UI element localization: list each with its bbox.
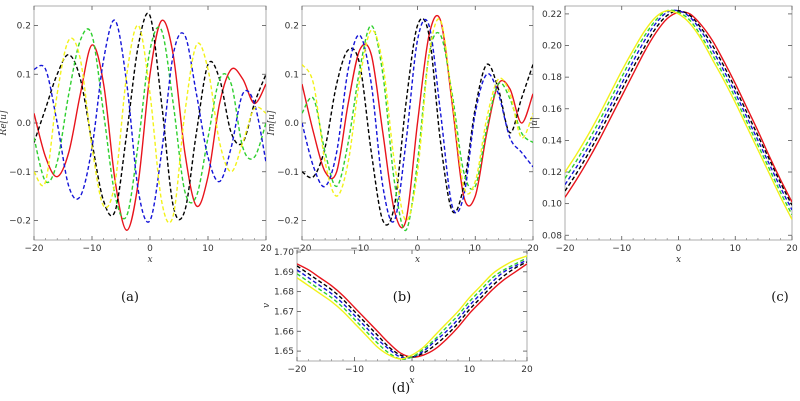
series-line-black xyxy=(565,10,792,206)
y-tick-label: 1.65 xyxy=(274,347,294,357)
series-line-yellow xyxy=(297,255,527,360)
y-axis-label: Im[u] xyxy=(267,110,277,136)
x-tick-label: −20 xyxy=(288,365,307,375)
x-tick-label: 10 xyxy=(470,244,482,254)
y-tick-label: 0.10 xyxy=(542,200,562,210)
y-tick-label: 0.1 xyxy=(17,70,31,80)
series-line-blue xyxy=(34,19,266,223)
chart-panel-d: −20 −10 0 10 20 1.65 1.66 1.67 1.68 1.69 1.70 x v (d) xyxy=(262,248,533,396)
series-line-green xyxy=(302,24,533,231)
y-tick-label: 0.22 xyxy=(542,10,562,20)
y-tick-label: 0.12 xyxy=(542,168,562,178)
panel-caption: (c) xyxy=(771,290,788,305)
x-axis-label: x xyxy=(415,255,420,265)
series-line-yellow xyxy=(34,24,266,224)
series-line-black xyxy=(34,12,266,221)
series-line-black xyxy=(302,17,533,226)
y-tick-label: −0.2 xyxy=(9,217,31,227)
x-tick-label: 20 xyxy=(260,244,272,254)
y-tick-label: 0.14 xyxy=(542,136,562,146)
y-tick-label: 0.0 xyxy=(17,119,32,129)
x-tick-label: 0 xyxy=(409,365,415,375)
panel-caption: (d) xyxy=(392,381,410,396)
chart-panel-c: −20 −10 0 10 200.080.100.120.140.160.180.200… xyxy=(530,5,798,305)
panel-caption: (b) xyxy=(393,290,411,305)
series-line-blue xyxy=(565,9,792,211)
panel-caption: (a) xyxy=(121,290,139,305)
series-line-blue xyxy=(297,259,527,359)
x-tick-label: −20 xyxy=(293,244,312,254)
plot-frame xyxy=(296,249,528,362)
x-tick-label: −20 xyxy=(556,244,575,254)
y-tick-label: 0.1 xyxy=(285,70,299,80)
y-axis-label: v xyxy=(262,303,272,308)
series-line-green xyxy=(297,257,527,360)
x-tick-label: −10 xyxy=(350,244,369,254)
y-tick-label: 1.69 xyxy=(274,268,294,278)
y-tick-label: 0.2 xyxy=(285,22,299,32)
x-axis-label: x xyxy=(409,376,414,386)
y-tick-label: 1.66 xyxy=(274,327,294,337)
y-axis-label: Re[u] xyxy=(0,110,9,136)
series-line-red xyxy=(565,11,792,203)
y-tick-label: 1.70 xyxy=(274,248,294,258)
y-tick-label: −0.1 xyxy=(277,168,299,178)
y-axis-label: |u| xyxy=(530,117,540,129)
x-tick-label: −10 xyxy=(345,365,364,375)
series-line-red xyxy=(34,19,266,231)
y-tick-label: 0.20 xyxy=(542,42,562,52)
x-axis-label: x xyxy=(676,255,681,265)
x-tick-label: 20 xyxy=(527,244,539,254)
y-tick-label: −0.2 xyxy=(277,217,299,227)
y-tick-label: 1.67 xyxy=(274,307,294,317)
y-tick-label: 1.68 xyxy=(274,288,294,298)
chart-panel-b: −20 −10 0 10 20 −0.2 −0.1 0.0 0.1 0.2 x Im[u] (b) xyxy=(267,5,539,305)
series-line-yellow xyxy=(565,9,792,220)
x-tick-label: 0 xyxy=(147,244,153,254)
y-tick-label: 0.2 xyxy=(17,22,31,32)
series-line-green xyxy=(565,9,792,216)
x-axis-label: x xyxy=(147,255,152,265)
x-tick-label: −10 xyxy=(83,244,102,254)
x-tick-label: 10 xyxy=(464,365,476,375)
chart-panel-a: −20 −10 0 10 20 −0.2 −0.1 0.0 0.1 0.2 x Re[u] (a) xyxy=(0,5,272,305)
y-tick-label: 0.08 xyxy=(542,231,562,241)
y-tick-label: −0.1 xyxy=(9,168,31,178)
x-tick-label: 10 xyxy=(730,244,742,254)
series-line-green xyxy=(34,26,266,220)
series-line-black xyxy=(297,261,527,358)
series-line-blue xyxy=(302,18,533,223)
x-tick-label: 0 xyxy=(415,244,421,254)
x-tick-label: 20 xyxy=(786,244,798,254)
y-tick-label: 0.16 xyxy=(542,105,562,115)
plot-frame xyxy=(564,5,793,241)
y-tick-label: 0.18 xyxy=(542,73,562,83)
y-tick-label: 0.0 xyxy=(285,119,300,129)
x-tick-label: 0 xyxy=(676,244,682,254)
x-tick-label: 20 xyxy=(521,365,533,375)
x-tick-label: −10 xyxy=(612,244,631,254)
x-tick-label: −20 xyxy=(25,244,44,254)
x-tick-label: 10 xyxy=(202,244,214,254)
